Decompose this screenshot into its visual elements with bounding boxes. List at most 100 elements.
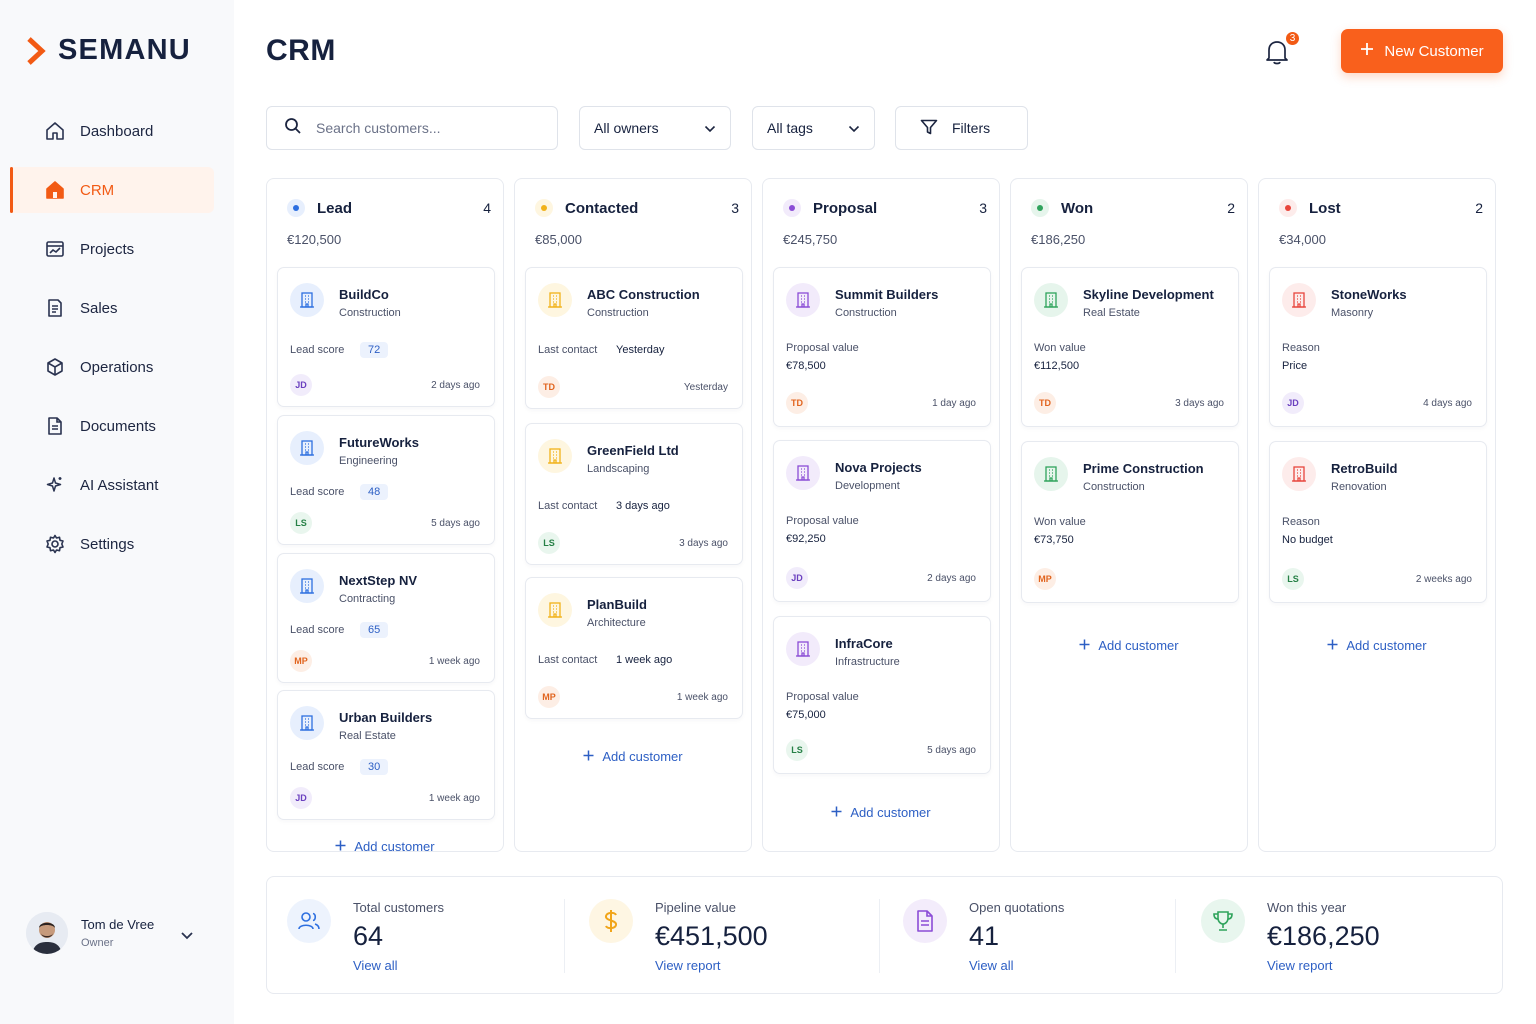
document-icon	[44, 297, 66, 319]
cube-icon	[44, 356, 66, 378]
filters-button[interactable]: Filters	[895, 106, 1028, 150]
gear-icon	[44, 533, 66, 555]
plus-icon	[583, 749, 594, 764]
customer-card[interactable]: Nova Projects Development Proposal value €9…	[773, 440, 991, 602]
customer-card[interactable]: GreenField Ltd Landscaping Last contact 3 d…	[525, 423, 743, 565]
sidebar-item-dashboard[interactable]: Dashboard	[10, 108, 214, 154]
owners-dropdown[interactable]: All owners	[579, 106, 731, 150]
building-icon	[786, 283, 820, 317]
customer-industry: Contracting	[339, 593, 396, 605]
stats-bar: Total customers 64 View all Pipeline value €…	[266, 876, 1503, 994]
metric-label: Proposal value	[786, 515, 859, 527]
add-customer-button[interactable]: Add customer	[1011, 638, 1247, 653]
plus-icon	[1360, 42, 1374, 60]
customer-card[interactable]: FutureWorks Engineering Lead score 48 LS 5 da…	[277, 415, 495, 545]
sidebar-item-settings[interactable]: Settings	[10, 521, 214, 567]
stat-link[interactable]: View all	[969, 958, 1014, 973]
metric-value: 1 week ago	[616, 654, 673, 666]
add-customer-button[interactable]: Add customer	[267, 839, 503, 854]
stat-value: €451,500	[655, 921, 768, 951]
user-menu[interactable]: Tom de Vree Owner	[26, 912, 206, 954]
customer-name: Urban Builders	[339, 710, 433, 725]
owner-avatar: TD	[538, 376, 560, 398]
card-timestamp: 1 week ago	[428, 656, 480, 667]
user-role: Owner	[81, 937, 114, 949]
chevron-down-icon[interactable]	[180, 928, 194, 946]
metric-label: Lead score	[290, 761, 345, 773]
add-customer-button[interactable]: Add customer	[1259, 638, 1495, 653]
customer-card[interactable]: Summit Builders Construction Proposal valu…	[773, 267, 991, 427]
brand-logo[interactable]: SEMANU	[26, 34, 191, 67]
stat-link[interactable]: View all	[353, 958, 398, 973]
chart-window-icon	[44, 238, 66, 260]
add-customer-label: Add customer	[1346, 638, 1427, 653]
customer-card[interactable]: Skyline Development Real Estate Won value €…	[1021, 267, 1239, 427]
customer-name: NextStep NV	[339, 573, 418, 588]
column-total: €34,000	[1279, 232, 1326, 247]
sparkle-icon	[44, 474, 66, 496]
tags-dropdown[interactable]: All tags	[752, 106, 875, 150]
card-timestamp: 5 days ago	[431, 518, 480, 529]
add-customer-button[interactable]: Add customer	[515, 749, 751, 764]
filter-icon	[920, 119, 938, 138]
add-customer-button[interactable]: Add customer	[763, 805, 999, 820]
metric-value: €112,500	[1034, 360, 1080, 372]
sidebar-item-projects[interactable]: Projects	[10, 226, 214, 272]
document-icon	[903, 899, 947, 943]
stat-label: Open quotations	[969, 900, 1065, 915]
add-customer-label: Add customer	[850, 805, 931, 820]
customer-card[interactable]: ABC Construction Construction Last contact…	[525, 267, 743, 409]
metric-label: Reason	[1282, 342, 1320, 354]
stat-link[interactable]: View report	[1267, 958, 1333, 973]
stat-link[interactable]: View report	[655, 958, 721, 973]
metric-label: Lead score	[290, 344, 345, 356]
owner-avatar: MP	[1034, 568, 1056, 590]
customer-card[interactable]: StoneWorks Masonry Reason Price JD 4 days ago	[1269, 267, 1487, 427]
customer-card[interactable]: NextStep NV Contracting Lead score 65 MP 1 we…	[277, 553, 495, 683]
sidebar-item-documents[interactable]: Documents	[10, 403, 214, 449]
owner-avatar: JD	[290, 787, 312, 809]
owner-avatar: JD	[786, 567, 808, 589]
pipeline-column-won: Won 2 €186,250 Skyline Development Real Esta…	[1010, 178, 1248, 852]
status-dot-icon	[287, 199, 305, 217]
sidebar-item-label: Settings	[80, 535, 135, 553]
customer-card[interactable]: Urban Builders Real Estate Lead score 30 JD 1…	[277, 690, 495, 820]
sidebar-item-ai-assistant[interactable]: AI Assistant	[10, 462, 214, 508]
metric-value: €73,750	[1034, 534, 1074, 546]
customer-name: ABC Construction	[587, 287, 700, 302]
lead-score-badge: 65	[360, 622, 389, 638]
customer-card[interactable]: RetroBuild Renovation Reason No budget LS 2 w…	[1269, 441, 1487, 603]
customer-card[interactable]: BuildCo Construction Lead score 72 JD 2 days …	[277, 267, 495, 407]
bell-icon[interactable]	[1264, 38, 1292, 66]
customer-card[interactable]: InfraCore Infrastructure Proposal value €75…	[773, 616, 991, 774]
trophy-icon	[1201, 899, 1245, 943]
search-input[interactable]	[316, 120, 536, 136]
column-header: Lead 4	[287, 199, 491, 217]
building-icon	[290, 569, 324, 603]
metric-value: Yesterday	[616, 344, 665, 356]
customer-industry: Masonry	[1331, 307, 1374, 319]
home-filled-icon	[44, 179, 66, 201]
lead-score-badge: 48	[360, 484, 389, 500]
chevron-right-logo-icon	[26, 35, 48, 67]
owner-avatar: TD	[786, 392, 808, 414]
card-timestamp: 5 days ago	[927, 745, 976, 756]
customer-card[interactable]: Prime Construction Construction Won value €…	[1021, 441, 1239, 603]
column-count: 2	[1227, 200, 1235, 216]
column-title: Lost	[1309, 199, 1341, 217]
add-customer-label: Add customer	[354, 839, 435, 854]
status-dot-icon	[783, 199, 801, 217]
customer-card[interactable]: PlanBuild Architecture Last contact 1 week …	[525, 577, 743, 719]
new-customer-button[interactable]: New Customer	[1341, 29, 1503, 73]
sidebar-item-operations[interactable]: Operations	[10, 344, 214, 390]
plus-icon	[831, 805, 842, 820]
column-count: 2	[1475, 200, 1483, 216]
stat-label: Pipeline value	[655, 900, 736, 915]
pipeline-column-lost: Lost 2 €34,000 StoneWorks Masonry Reason Price…	[1258, 178, 1496, 852]
metric-value: €92,250	[786, 533, 826, 545]
column-count: 3	[979, 200, 987, 216]
sidebar-item-crm[interactable]: CRM	[10, 167, 214, 213]
status-dot-icon	[1031, 199, 1049, 217]
search-box[interactable]	[266, 106, 558, 150]
sidebar-item-sales[interactable]: Sales	[10, 285, 214, 331]
